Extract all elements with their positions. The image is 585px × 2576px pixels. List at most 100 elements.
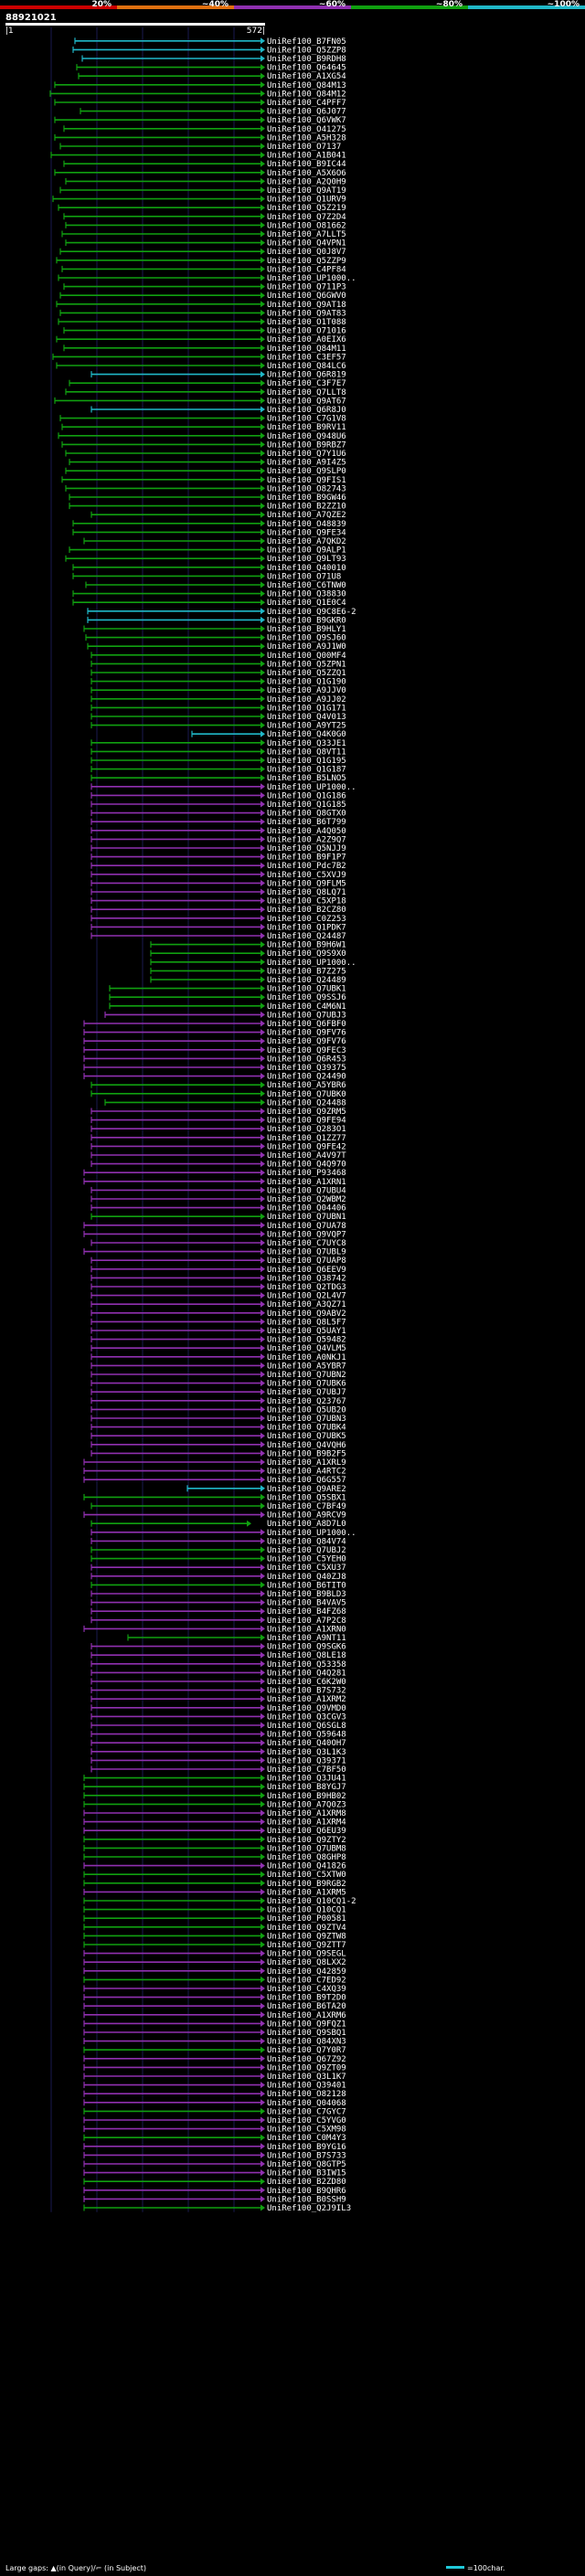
hit-accession[interactable]: UniRef100_Q41826 [267,1862,346,1871]
hit-accession[interactable]: UniRef100_C0M4Y3 [267,2134,346,2143]
hit-row[interactable]: UniRef100_Q9ZTV4 [83,1924,346,1933]
hit-row[interactable]: UniRef100_Q38830 [72,590,346,599]
hit-accession[interactable]: UniRef100_Q4VQH6 [267,1441,346,1450]
hit-accession[interactable]: UniRef100_B9YG16 [267,2143,346,2152]
hit-accession[interactable]: UniRef100_A4V97T [267,1151,346,1161]
hit-row[interactable]: UniRef100_Q1G195 [90,757,346,766]
hit-row[interactable]: UniRef100_A1XRM5 [83,1888,346,1897]
hit-row[interactable]: UniRef100_A2Z9Q7 [90,835,346,844]
hit-row[interactable]: UniRef100_Q1E0C4 [72,599,346,608]
hit-row[interactable]: UniRef100_Q9ARE2 [186,1485,346,1494]
hit-row[interactable]: UniRef100_P93468 [83,1169,346,1178]
hit-row[interactable]: UniRef100_Q41826 [83,1862,346,1871]
hit-accession[interactable]: UniRef100_Q24487 [267,932,346,941]
hit-row[interactable]: UniRef100_A9NT11 [127,1634,346,1643]
hit-row[interactable]: UniRef100_Q9FQZ1 [83,2019,346,2029]
hit-row[interactable]: UniRef100_B9HLY1 [83,625,346,634]
hit-row[interactable]: UniRef100_Q9LT93 [65,555,346,564]
hit-accession[interactable]: UniRef100_C3EF57 [267,353,346,362]
hit-row[interactable]: UniRef100_Q9AT18 [56,301,346,310]
hit-accession[interactable]: UniRef100_Q1G187 [267,766,346,775]
hit-accession[interactable]: UniRef100_Q9ZTV4 [267,1924,346,1933]
hit-row[interactable]: UniRef100_Q2L4V7 [90,1292,346,1301]
hit-accession[interactable]: UniRef100_Q9ZT09 [267,2063,346,2072]
hit-accession[interactable]: UniRef100_Q6EU39 [267,1827,346,1836]
hit-accession[interactable]: UniRef100_A7LLT5 [267,230,346,239]
hit-accession[interactable]: UniRef100_Q9AT18 [267,301,346,310]
hit-accession[interactable]: UniRef100_Q5UB20 [267,1405,346,1415]
hit-accession[interactable]: UniRef100_Q84LC6 [267,362,346,371]
hit-row[interactable]: UniRef100_Q6EEV9 [90,1266,346,1275]
hit-accession[interactable]: UniRef100_Q2TDG3 [267,1283,346,1292]
hit-accession[interactable]: UniRef100_A4Q050 [267,827,346,836]
hit-row[interactable]: UniRef100_Q84LC6 [56,362,346,371]
hit-accession[interactable]: UniRef100_C4PF84 [267,265,346,274]
hit-row[interactable]: UniRef100_Q33JE1 [90,739,346,748]
hit-row[interactable]: UniRef100_C0M4Y3 [83,2134,346,2143]
hit-accession[interactable]: UniRef100_B6T799 [267,818,346,827]
hit-accession[interactable]: UniRef100_Q9AT67 [267,397,346,406]
hit-row[interactable]: UniRef100_B4FZ68 [90,1607,346,1617]
hit-row[interactable]: UniRef100_Q8L5F7 [90,1318,346,1327]
hit-row[interactable]: UniRef100_B9F1P7 [90,853,346,863]
hit-row[interactable]: UniRef100_P00581 [83,1914,346,1924]
hit-row[interactable]: UniRef100_A1B041 [50,152,346,161]
hit-row[interactable]: UniRef100_Q7UA78 [83,1222,346,1231]
hit-row[interactable]: UniRef100_Q6EU39 [83,1827,346,1836]
hit-accession[interactable]: UniRef100_Q84V74 [267,1537,346,1546]
hit-accession[interactable]: UniRef100_B4FZ68 [267,1607,346,1617]
hit-accession[interactable]: UniRef100_Q7UBK0 [267,1090,346,1099]
hit-accession[interactable]: UniRef100_Q3L1K3 [267,1748,346,1757]
hit-row[interactable]: UniRef100_Q9SBQ1 [83,2029,346,2038]
hit-accession[interactable]: UniRef100_Q2WBM2 [267,1195,346,1204]
hit-accession[interactable]: UniRef100_Q5Z219 [267,204,346,213]
hit-row[interactable]: UniRef100_Q6G557 [83,1476,346,1485]
hit-row[interactable]: UniRef100_A9RCV9 [83,1511,346,1521]
hit-row[interactable]: UniRef100_A8D7L0 [90,1520,346,1529]
hit-row[interactable]: UniRef100_A9JJ02 [90,695,346,705]
hit-row[interactable]: UniRef100_Q7Y0R7 [83,2046,346,2055]
hit-accession[interactable]: UniRef100_Q24490 [267,1073,346,1082]
hit-row[interactable]: UniRef100_Q10CQ1-2 [83,1897,356,1906]
hit-accession[interactable]: UniRef100_B2CZ80 [267,906,346,915]
hit-accession[interactable]: UniRef100_A5YBR7 [267,1362,346,1371]
hit-row[interactable]: UniRef100_C3F7E7 [69,379,346,388]
hit-accession[interactable]: UniRef100_A5YBR6 [267,1081,346,1090]
hit-row[interactable]: UniRef100_Q5SBX1 [83,1493,346,1502]
hit-row[interactable]: UniRef100_Q40010 [72,564,346,573]
hit-accession[interactable]: UniRef100_C6K2W0 [267,1678,346,1687]
hit-row[interactable]: UniRef100_Q59482 [90,1336,346,1345]
hit-accession[interactable]: UniRef100_Q9SLP0 [267,467,346,476]
hit-row[interactable]: UniRef100_A5YBR6 [90,1081,346,1090]
hit-accession[interactable]: UniRef100_Q59648 [267,1731,346,1740]
hit-row[interactable]: UniRef100_Q84M11 [63,345,346,354]
hit-row[interactable]: UniRef100_B9HB02 [83,1792,346,1801]
hit-accession[interactable]: UniRef100_Q9ZRM5 [267,1108,346,1117]
hit-row[interactable]: UniRef100_Q7Y1U6 [65,450,346,459]
hit-row[interactable]: UniRef100_B7S732 [90,1687,346,1696]
hit-accession[interactable]: UniRef100_Q8GTX0 [267,810,346,819]
hit-row[interactable]: UniRef100_A1XRN1 [83,1178,346,1187]
hit-row[interactable]: UniRef100_Q1URV9 [52,196,346,205]
hit-row[interactable]: UniRef100_Q38742 [90,1274,346,1283]
hit-accession[interactable]: UniRef100_Q42859 [267,1967,346,1977]
hit-accession[interactable]: UniRef100_Q00MF4 [267,652,346,661]
hit-accession[interactable]: UniRef100_O1T088 [267,318,346,327]
hit-row[interactable]: UniRef100_C6TNW0 [85,581,346,590]
hit-accession[interactable]: UniRef100_A0NKJ1 [267,1353,346,1362]
hit-accession[interactable]: UniRef100_C7ED92 [267,1976,346,1985]
hit-accession[interactable]: UniRef100_Q9FLM5 [267,879,346,888]
hit-accession[interactable]: UniRef100_UP1000.. [267,1529,356,1538]
hit-accession[interactable]: UniRef100_Q5SBX1 [267,1493,346,1502]
hit-accession[interactable]: UniRef100_B2ZD80 [267,2178,346,2187]
hit-accession[interactable]: UniRef100_Q9ABV2 [267,1309,346,1319]
hit-accession[interactable]: UniRef100_B5LNO5 [267,774,346,783]
hit-row[interactable]: UniRef100_A1XG54 [78,72,346,81]
hit-row[interactable]: UniRef100_Q1G171 [90,704,346,713]
hit-row[interactable]: UniRef100_B4VAV5 [90,1599,346,1608]
hit-accession[interactable]: UniRef100_B9T2D0 [267,1994,346,2003]
hit-row[interactable]: UniRef100_C4PF84 [61,265,346,274]
hit-row[interactable]: UniRef100_Q8LQ71 [90,888,346,897]
hit-accession[interactable]: UniRef100_Q9LT93 [267,555,346,564]
hit-accession[interactable]: UniRef100_B9RGB2 [267,1880,346,1889]
